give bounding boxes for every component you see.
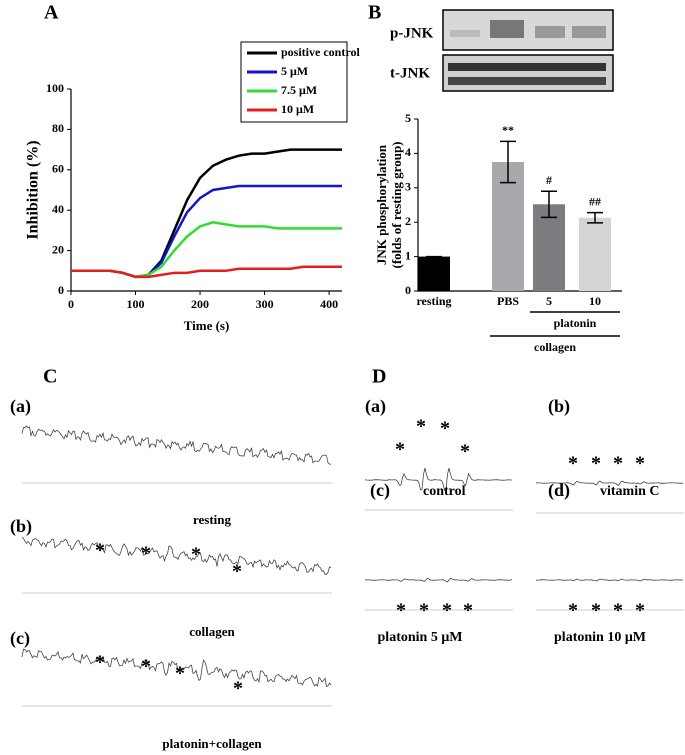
line-series <box>71 148 342 279</box>
x-tick-label: 5 <box>546 294 552 308</box>
spectrum-trace <box>535 480 684 486</box>
panel-tag: (a) <box>10 396 31 417</box>
panel-tag: (c) <box>370 480 390 501</box>
y-tick-label: 0 <box>58 283 64 297</box>
spectrum-caption: control <box>423 484 466 499</box>
line-series <box>71 221 342 279</box>
x-tick-label: 100 <box>127 297 145 311</box>
y-axis-label: (folds of resting group) <box>389 142 404 269</box>
spectrum-caption: platonin 10 μM <box>554 630 646 645</box>
y-tick-label: 80 <box>52 121 64 135</box>
peak-marker: * <box>568 600 578 622</box>
panel-tag: (c) <box>10 628 30 649</box>
spectrum-caption: platonin+collagen <box>162 736 262 751</box>
panel-tag: (d) <box>548 480 570 501</box>
peak-marker: * <box>395 439 405 461</box>
peak-marker: * <box>635 453 645 475</box>
peak-marker: * <box>440 418 450 440</box>
bar <box>418 256 450 291</box>
peak-marker: * <box>460 441 470 463</box>
peak-marker: * <box>141 543 151 565</box>
y-tick-label: 100 <box>46 81 64 95</box>
line-series <box>71 184 342 279</box>
error-bar <box>587 211 603 224</box>
y-axis-label: JNK phosphorylation <box>374 144 389 265</box>
legend-label: 7.5 μM <box>281 83 317 97</box>
spectrum-caption: resting <box>193 512 232 527</box>
significance: ** <box>502 123 514 137</box>
line-series <box>71 265 342 279</box>
spectrum-caption: vitamin C <box>600 484 660 499</box>
peak-marker: * <box>613 600 623 622</box>
spectrum-trace <box>364 467 512 492</box>
y-tick-label: 0 <box>405 283 411 297</box>
peak-marker: * <box>95 540 105 562</box>
panel-label: D <box>372 366 386 388</box>
y-tick-label: 5 <box>405 111 411 125</box>
peak-marker: * <box>568 453 578 475</box>
y-tick-label: 3 <box>405 180 411 194</box>
peak-marker: * <box>141 656 151 678</box>
x-tick-label: PBS <box>497 294 519 308</box>
y-tick-label: 1 <box>405 248 411 262</box>
group-label: collagen <box>534 340 576 354</box>
y-tick-label: 4 <box>405 145 411 159</box>
panel-label: C <box>43 366 57 388</box>
peak-marker: * <box>233 678 243 700</box>
peak-marker: * <box>396 600 406 622</box>
spectrum-caption: platonin 5 μM <box>378 630 463 645</box>
y-tick-label: 20 <box>52 242 64 256</box>
peak-marker: * <box>416 416 426 438</box>
bar <box>579 217 611 291</box>
bar <box>533 204 565 291</box>
spectrum-trace <box>364 577 513 583</box>
panel-tag: (a) <box>365 396 386 417</box>
peak-marker: * <box>635 600 645 622</box>
y-tick-label: 40 <box>52 202 64 216</box>
peak-marker: * <box>613 453 623 475</box>
peak-marker: * <box>463 600 473 622</box>
peak-marker: * <box>591 453 601 475</box>
x-tick-label: 400 <box>320 297 338 311</box>
spectrum-caption: collagen <box>189 624 235 639</box>
spectrum-trace <box>21 536 332 575</box>
blot-label: p-JNK <box>390 25 434 41</box>
x-tick-label: resting <box>416 294 451 308</box>
peak-marker: * <box>95 652 105 674</box>
spectrum-trace <box>21 648 332 688</box>
significance: ## <box>589 194 601 208</box>
panel-label: A <box>44 2 59 24</box>
panel-tag: (b) <box>10 516 32 537</box>
y-axis-label: Inhibition (%) <box>25 140 42 239</box>
bar <box>492 162 524 291</box>
legend-label: 10 μM <box>281 102 314 116</box>
x-tick-label: 10 <box>589 294 601 308</box>
x-tick-label: 300 <box>256 297 274 311</box>
legend-label: positive control <box>281 45 360 59</box>
peak-marker: * <box>442 600 452 622</box>
spectrum-trace <box>21 425 332 465</box>
group-label: platonin <box>554 316 597 330</box>
y-tick-label: 2 <box>405 214 411 228</box>
y-tick-label: 60 <box>52 162 64 176</box>
peak-marker: * <box>419 600 429 622</box>
peak-marker: * <box>175 663 185 685</box>
legend-label: 5 μM <box>281 64 308 78</box>
significance: # <box>546 173 552 187</box>
panel-tag: (b) <box>548 396 570 417</box>
x-axis-label: Time (s) <box>184 318 230 333</box>
peak-marker: * <box>191 544 201 566</box>
error-bar <box>500 140 516 184</box>
error-bar <box>541 190 557 219</box>
blot <box>442 9 614 92</box>
x-tick-label: 0 <box>68 297 74 311</box>
peak-marker: * <box>232 561 242 583</box>
x-tick-label: 200 <box>191 297 209 311</box>
blot-label: t-JNK <box>390 65 430 81</box>
peak-marker: * <box>591 600 601 622</box>
spectrum-trace <box>535 578 683 582</box>
panel-label: B <box>368 2 381 24</box>
